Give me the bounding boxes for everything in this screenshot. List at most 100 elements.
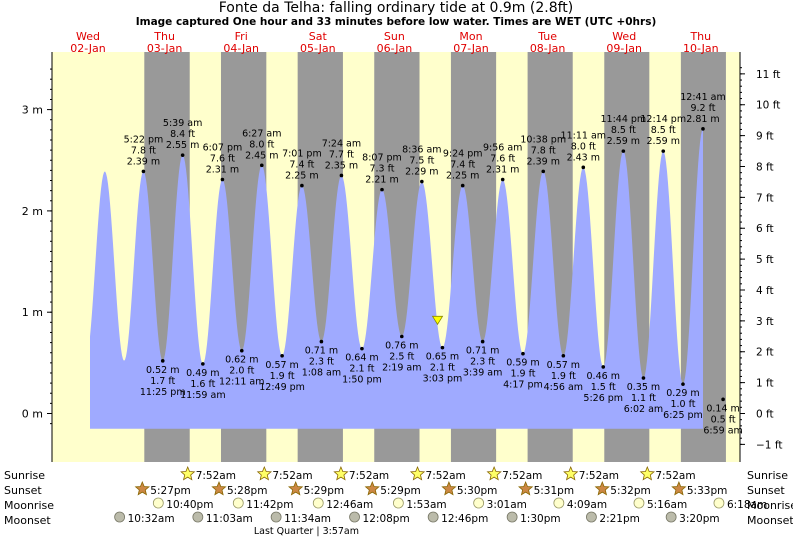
sunrise-star-icon	[256, 465, 273, 481]
tide-point	[399, 334, 404, 339]
tide-point	[280, 353, 284, 358]
tide-feet-label: 1.9 ft	[510, 369, 535, 380]
sunset-star-icon	[594, 480, 610, 496]
sunset-star-icon	[287, 480, 304, 496]
current-tide-marker	[431, 315, 444, 326]
tide-feet-label: 7.7 ft	[329, 149, 354, 160]
tide-curve-area	[90, 128, 703, 429]
right-tick-label: 1 ft	[756, 378, 774, 390]
tide-point	[460, 183, 465, 188]
axes: 0 m 1 m 2 m 3 m −1 ft 0 ft 1 ft 2 ft 3 ft 4 ft 5 f…	[22, 52, 782, 462]
day-date: 09-Jan	[606, 42, 642, 55]
tide-time-label: 6:07 pm	[203, 142, 243, 153]
chart-subtitle: Image captured One hour and 33 minutes b…	[136, 16, 657, 28]
tide-feet-label: 8.5 ft	[651, 125, 676, 136]
tide-feet-label: 2.5 ft	[389, 352, 414, 363]
day-name: Thu	[689, 30, 711, 43]
tide-time-label: 7:01 pm	[282, 149, 322, 160]
tide-feet-label: 7.4 ft	[289, 160, 314, 171]
tide-point	[601, 365, 606, 369]
sunrise-time: 7:52am	[579, 470, 619, 482]
tide-time-label: 4:17 pm	[503, 380, 543, 391]
tide-time-label: 5:39 am	[163, 118, 202, 129]
tide-time-label: 9:56 am	[483, 142, 522, 153]
tide-feet-label: 7.5 ft	[409, 156, 434, 167]
tide-time-label: 9:24 pm	[443, 149, 483, 160]
tide-meter-label: 2.35 m	[325, 160, 358, 171]
tide-meter-label: 2.25 m	[446, 171, 479, 182]
tide-point	[701, 127, 705, 131]
moonset-icon	[270, 511, 282, 523]
tide-time-label: 11:25 pm	[140, 387, 186, 398]
moonset-icon	[665, 511, 677, 523]
tide-meter-label: 0.29 m	[666, 388, 699, 399]
tide-meter-label: 0.57 m	[547, 360, 580, 371]
tide-point	[160, 359, 165, 363]
day-name: Wed	[612, 30, 636, 43]
moonset-time: 11:03am	[206, 513, 253, 525]
tide-meter-label: 0.46 m	[587, 371, 620, 382]
tide-point	[259, 163, 264, 168]
tide-point	[500, 177, 505, 182]
sunrise-star-icon	[180, 465, 196, 481]
sunrise-star-icon	[639, 465, 656, 481]
right-tick-label: 3 ft	[756, 316, 774, 328]
tide-point	[541, 169, 546, 174]
tide-point	[721, 397, 725, 402]
tide-feet-label: 7.8 ft	[131, 145, 156, 156]
moonset-time: 12:08pm	[363, 513, 410, 525]
tide-meter-label: 0.65 m	[426, 352, 459, 363]
sunset-star-icon	[134, 480, 151, 496]
tide-feet-label: 0.5 ft	[711, 414, 736, 425]
tide-meter-label: 2.81 m	[686, 114, 719, 125]
tide-feet-label: 1.5 ft	[591, 382, 616, 393]
tide-feet-label: 1.0 ft	[670, 399, 695, 410]
tide-time-label: 2:19 am	[382, 363, 421, 374]
moonrise-icon	[152, 497, 164, 509]
sunrise-star-icon	[486, 465, 502, 481]
tide-point	[681, 382, 685, 386]
tide-time-label: 12:49 pm	[259, 382, 305, 393]
moonset-time: 1:30pm	[520, 513, 560, 525]
right-tick-label: 7 ft	[756, 192, 774, 204]
tide-feet-label: 7.6 ft	[210, 153, 235, 164]
tide-feet-label: 7.6 ft	[490, 153, 515, 164]
right-tick-label: 6 ft	[756, 223, 774, 235]
tide-point	[641, 376, 646, 380]
sunset-time: 5:32pm	[610, 485, 650, 497]
sunrise-time: 7:52am	[272, 470, 312, 482]
day-name: Fri	[235, 30, 248, 43]
sunrise-time: 7:52am	[349, 470, 389, 482]
tide-meter-label: 0.14 m	[706, 403, 739, 414]
moonset-icon	[114, 511, 126, 523]
moonrise-time: 3:01am	[487, 499, 527, 511]
sunrise-time: 7:52am	[502, 470, 542, 482]
tide-time-label: 6:25 pm	[663, 410, 703, 421]
tide-point	[621, 149, 626, 153]
moonrise-icon	[232, 497, 244, 509]
tide-feet-label: 1.9 ft	[270, 371, 295, 382]
tide-time-label: 6:59 am	[703, 425, 742, 436]
tide-point	[339, 173, 344, 178]
tide-point	[521, 351, 525, 356]
tide-feet-label: 7.8 ft	[531, 145, 556, 156]
sunset-time: 5:28pm	[227, 485, 267, 497]
tide-time-label: 5:22 pm	[124, 134, 164, 145]
day-date: 03-Jan	[147, 42, 183, 55]
sunrise-time: 7:52am	[655, 470, 695, 482]
moonrise-icon	[312, 497, 324, 509]
tide-time-label: 11:59 am	[180, 390, 225, 401]
tide-point	[180, 153, 185, 157]
tide-time-label: 3:39 am	[463, 368, 502, 379]
chart-title: Fonte da Telha: falling ordinary tide at…	[219, 0, 574, 16]
tide-time-label: 5:26 pm	[583, 393, 623, 404]
tide-point	[201, 362, 205, 366]
tide-time-label: 11:44 pm	[601, 114, 647, 125]
tide-feet-label: 8.0 ft	[249, 139, 274, 150]
tide-meter-label: 2.43 m	[567, 152, 600, 163]
right-tick-label: 9 ft	[756, 131, 774, 143]
right-tick-label: 8 ft	[756, 161, 774, 173]
sunrise-row-label-left: Sunrise	[4, 469, 45, 482]
